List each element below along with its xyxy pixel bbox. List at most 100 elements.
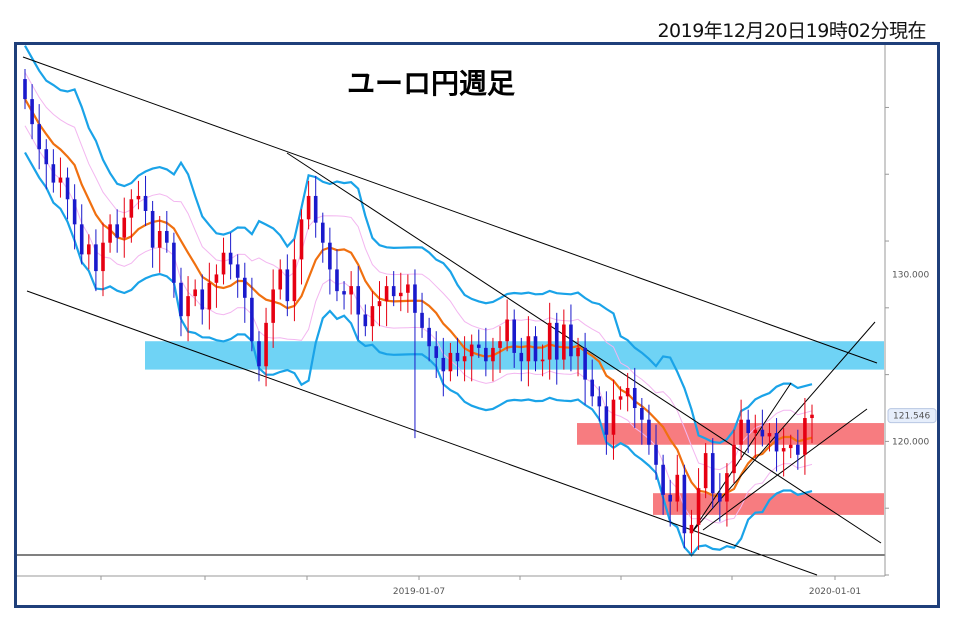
candle-down <box>590 379 595 397</box>
candle-down <box>661 464 665 495</box>
candle-down <box>115 224 119 238</box>
candle-down <box>65 177 70 200</box>
candle-up <box>157 231 162 248</box>
candle-up <box>611 399 616 435</box>
candle-down <box>484 347 488 362</box>
candle-down <box>363 314 368 327</box>
candle-down <box>654 444 658 465</box>
candle-up <box>384 286 389 302</box>
candle-up <box>207 282 212 310</box>
current-price-label: 121.546 <box>893 412 930 422</box>
candle-down <box>554 322 559 360</box>
candle-down <box>30 99 34 125</box>
candle-down <box>228 252 233 265</box>
candle-up <box>398 292 403 297</box>
candle-up <box>278 269 283 290</box>
candle-down <box>632 387 637 409</box>
y-tick-label: 120.000 <box>892 437 929 447</box>
candle-down <box>23 79 27 100</box>
candle-up <box>562 324 566 360</box>
candle-down <box>434 346 439 358</box>
current-price-marker <box>887 408 937 424</box>
candle-up <box>547 322 552 360</box>
candle-up <box>675 474 680 502</box>
candle-down <box>313 195 318 223</box>
candle-down <box>391 286 396 297</box>
candle-down <box>79 224 84 255</box>
candle-down <box>150 210 155 248</box>
candle-down <box>569 324 573 357</box>
candle-up <box>689 524 694 534</box>
candle-down <box>710 453 715 494</box>
candle-up <box>526 336 531 362</box>
candle-down <box>455 352 460 362</box>
moving-average-line <box>24 98 813 498</box>
candle-up <box>625 387 630 397</box>
candle-down <box>44 149 49 165</box>
candle-up <box>299 219 304 260</box>
upper-bollinger-band <box>24 45 813 445</box>
candle-down <box>250 297 254 342</box>
candle-up <box>618 396 623 400</box>
candle-layer <box>23 69 814 554</box>
candle-down <box>172 242 176 283</box>
candle-up <box>370 306 375 327</box>
candle-down <box>597 396 602 407</box>
candle-up <box>136 195 141 200</box>
candle-up <box>505 319 509 342</box>
lower-bollinger-band <box>24 151 813 557</box>
candle-down <box>242 277 247 298</box>
minus-1-sigma-line <box>24 125 813 524</box>
candle-up <box>576 347 580 357</box>
axis-layer: 130.000 120.000 121.546 2019-01-07 2020-01-0… <box>17 45 937 597</box>
candle-up <box>214 274 219 283</box>
candle-down <box>533 336 538 362</box>
candle-down <box>335 269 339 292</box>
candle-down <box>320 222 325 243</box>
red-zone <box>653 493 884 515</box>
candle-up <box>377 301 382 307</box>
candle-down <box>51 164 56 183</box>
candle-down <box>200 289 205 310</box>
candle-up <box>58 177 63 183</box>
candle-up <box>767 433 772 437</box>
candle-up <box>469 344 474 357</box>
candle-up <box>498 341 502 348</box>
candle-down <box>342 291 346 295</box>
candle-down <box>647 419 651 445</box>
candle-down <box>356 286 361 315</box>
chart-frame: 130.000 120.000 121.546 2019-01-07 2020-01-0… <box>14 42 940 608</box>
candle-down <box>796 444 800 455</box>
candle-down <box>257 341 261 367</box>
candle-down <box>774 433 779 452</box>
candle-down <box>94 244 98 272</box>
x-tick-label: 2020-01-01 <box>809 587 861 597</box>
candle-up <box>129 199 134 218</box>
candle-down <box>328 242 332 270</box>
candle-down <box>519 352 524 362</box>
y-tick-label: 130.000 <box>892 270 929 280</box>
candle-up <box>810 414 814 419</box>
candle-down <box>718 493 722 502</box>
candle-up <box>271 289 275 323</box>
plus-1-sigma-line <box>24 72 813 471</box>
timestamp-label: 2019年12月20日19時02分現在 <box>657 20 926 42</box>
candle-down <box>37 124 41 150</box>
candle-up <box>803 418 807 455</box>
candle-up <box>703 453 708 489</box>
x-tick-label: 2019-01-07 <box>393 587 445 597</box>
candle-down <box>604 406 609 435</box>
candle-down <box>682 474 687 534</box>
candle-down <box>285 269 290 302</box>
candle-down <box>179 282 183 317</box>
candle-up <box>540 359 545 362</box>
candle-up <box>462 356 467 362</box>
candle-down <box>583 347 587 380</box>
candle-up <box>101 242 105 272</box>
candle-down <box>427 327 431 347</box>
candle-up <box>292 259 297 302</box>
candle-down <box>72 199 77 225</box>
trend-line <box>691 321 876 533</box>
trend-line <box>22 56 878 364</box>
candle-up <box>221 252 226 275</box>
